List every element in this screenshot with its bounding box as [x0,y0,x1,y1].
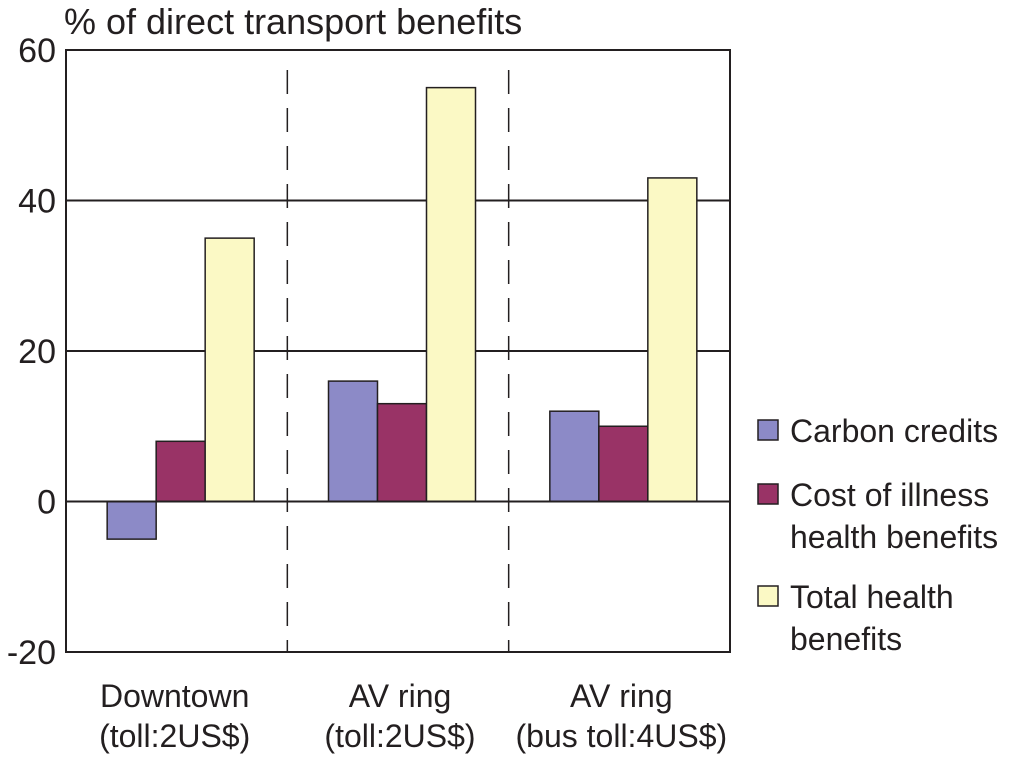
x-tick-label: AV ring (toll:2US$) [324,678,475,754]
bar [549,410,600,503]
x-axis-labels: Downtown (toll:2US$) AV ring (toll:2US$) AV … [99,678,727,754]
legend-swatch [757,585,779,607]
y-tick-label: 40 [18,183,56,221]
chart-title: % of direct transport benefits [64,1,522,42]
legend-swatch [757,483,779,505]
y-tick-label: 60 [18,32,56,70]
bar [376,402,428,503]
bar [327,380,379,503]
bar [647,177,698,503]
bar [598,425,649,503]
legend-label: Cost of illness health benefits [790,477,998,555]
bars [106,86,698,540]
category-separators [286,70,510,652]
y-tick-label: 0 [37,484,56,522]
x-tick-label: AV ring (bus toll:4US$) [516,678,728,754]
x-tick-label: Downtown (toll:2US$) [99,678,250,754]
legend-swatch [757,419,779,441]
bar [204,237,255,503]
bar [155,440,206,503]
bar [106,500,157,540]
legend: Carbon credits Cost of illness health bene… [757,413,998,657]
legend-label: Carbon credits [790,413,998,449]
y-tick-label: 20 [18,333,56,371]
plot-frame [65,49,731,653]
legend-label: Total health benefits [790,579,954,657]
y-axis-ticks: -20 0 20 40 60 [7,32,56,672]
bar [425,86,477,503]
y-tick-label: -20 [7,634,56,672]
